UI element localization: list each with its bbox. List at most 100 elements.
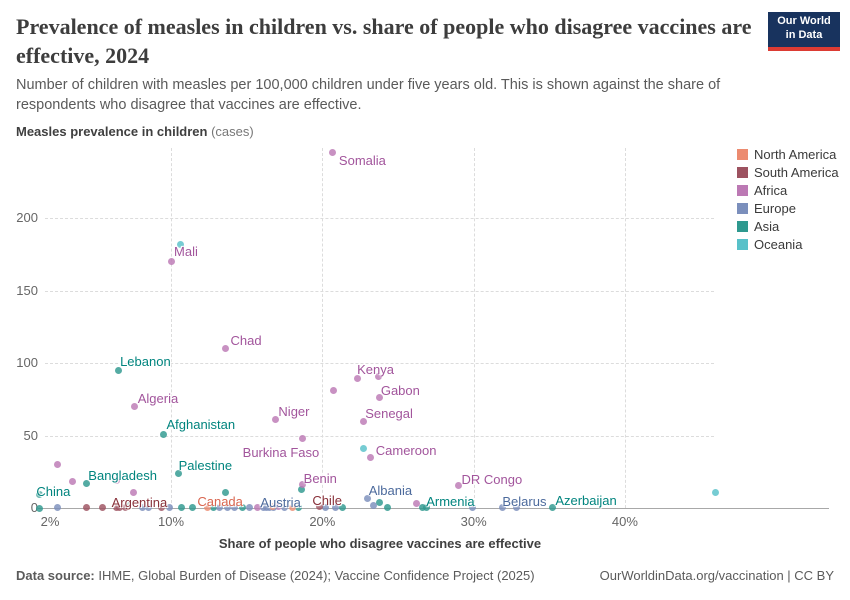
data-point[interactable] (54, 461, 62, 468)
data-point[interactable] (359, 445, 367, 453)
country-label-algeria[interactable]: Algeria (137, 390, 179, 406)
data-point[interactable] (374, 372, 382, 380)
country-label-senegal[interactable]: Senegal (365, 406, 413, 421)
data-point[interactable] (113, 476, 121, 484)
data-point[interactable] (281, 504, 288, 512)
country-label-somalia[interactable]: Somalia (338, 152, 386, 168)
country-label-belarus[interactable]: Belarus (502, 493, 547, 509)
data-point-dr-congo[interactable] (455, 482, 462, 490)
country-label-bangladesh[interactable]: Bangladesh (88, 468, 157, 484)
data-point[interactable] (383, 503, 391, 511)
data-point[interactable] (238, 503, 246, 511)
country-label-benin[interactable]: Benin (303, 470, 337, 486)
data-point[interactable] (423, 504, 431, 512)
legend-item-europe[interactable]: Europe (737, 200, 839, 217)
data-point[interactable] (332, 504, 340, 512)
country-label-canada[interactable]: Canada (197, 494, 243, 510)
data-point-china[interactable] (35, 491, 43, 499)
data-point[interactable] (468, 504, 476, 512)
data-point[interactable] (209, 504, 217, 512)
data-point-azerbaijan[interactable] (548, 503, 556, 511)
data-point[interactable] (82, 504, 90, 512)
data-point-albania[interactable] (364, 494, 372, 502)
data-point[interactable] (253, 503, 261, 511)
data-point-somalia[interactable] (329, 149, 337, 157)
data-point-kenya[interactable] (353, 375, 361, 383)
data-point[interactable] (231, 503, 239, 511)
data-point[interactable] (35, 504, 43, 512)
data-point[interactable] (99, 504, 107, 512)
legend-item-asia[interactable]: Asia (737, 218, 839, 235)
data-point[interactable] (122, 504, 130, 512)
data-point[interactable] (188, 504, 196, 512)
data-point[interactable] (412, 500, 420, 508)
data-point-bangladesh[interactable] (82, 479, 90, 487)
data-point-benin[interactable] (299, 481, 307, 489)
country-label-china[interactable]: China (36, 483, 71, 499)
data-point-afghanistan[interactable] (159, 430, 167, 438)
country-label-kenya[interactable]: Kenya (357, 361, 394, 377)
data-point-argentina[interactable] (116, 503, 124, 511)
country-label-mali[interactable]: Mali (174, 243, 198, 259)
data-point-belarus[interactable] (498, 504, 506, 512)
data-point[interactable] (158, 504, 166, 512)
owid-logo[interactable]: Our World in Data (768, 12, 840, 51)
data-point[interactable] (288, 504, 296, 512)
data-point-chile[interactable] (315, 503, 323, 511)
data-point-lebanon[interactable] (114, 366, 122, 374)
data-point[interactable] (268, 503, 276, 511)
data-point[interactable] (178, 504, 186, 512)
data-point[interactable] (294, 504, 302, 512)
data-point[interactable] (330, 387, 338, 395)
data-point[interactable] (376, 499, 384, 507)
owid-citation-link[interactable]: OurWorldinData.org/vaccination | CC BY (599, 568, 834, 583)
data-point-niger[interactable] (271, 416, 279, 424)
data-point[interactable] (166, 504, 174, 512)
country-label-albania[interactable]: Albania (368, 483, 413, 499)
country-label-chile[interactable]: Chile (312, 492, 342, 508)
data-point-armenia[interactable] (418, 503, 426, 511)
data-point[interactable] (144, 504, 152, 512)
country-label-gabon[interactable]: Gabon (380, 382, 420, 398)
data-point[interactable] (512, 504, 520, 512)
data-point[interactable] (176, 240, 184, 248)
legend-item-south-america[interactable]: South America (737, 164, 839, 181)
country-label-austria[interactable]: Austria (260, 494, 301, 510)
country-label-chad[interactable]: Chad (230, 332, 262, 348)
data-point-algeria[interactable] (131, 403, 139, 410)
data-point-gabon[interactable] (376, 394, 384, 402)
data-point[interactable] (215, 504, 223, 512)
data-point[interactable] (54, 504, 62, 512)
country-label-azerbaijan[interactable]: Azerbaijan (555, 493, 617, 509)
data-point-palestine[interactable] (175, 469, 183, 477)
data-point[interactable] (712, 488, 720, 496)
data-point-chad[interactable] (222, 345, 229, 352)
data-point-austria[interactable] (262, 504, 270, 512)
country-label-niger[interactable]: Niger (278, 403, 310, 419)
data-point[interactable] (223, 504, 231, 512)
legend-item-oceania[interactable]: Oceania (737, 236, 839, 253)
legend-item-north-america[interactable]: North America (737, 146, 839, 163)
country-label-burkina-faso[interactable]: Burkina Faso (242, 445, 320, 461)
data-point-senegal[interactable] (359, 417, 367, 425)
data-point[interactable] (274, 503, 282, 511)
country-label-argentina[interactable]: Argentina (111, 495, 168, 511)
data-point[interactable] (138, 503, 146, 511)
country-label-armenia[interactable]: Armenia (426, 494, 475, 510)
legend-item-africa[interactable]: Africa (737, 182, 839, 199)
data-point[interactable] (69, 477, 77, 485)
data-point-cameroon[interactable] (367, 453, 375, 461)
data-point[interactable] (129, 489, 137, 497)
data-point-mali[interactable] (167, 258, 175, 265)
data-point[interactable] (222, 488, 229, 496)
data-point-burkina-faso[interactable] (299, 434, 307, 442)
data-point[interactable] (338, 504, 346, 512)
country-label-afghanistan[interactable]: Afghanistan (166, 417, 236, 433)
data-point[interactable] (321, 504, 329, 512)
country-label-cameroon[interactable]: Cameroon (375, 443, 437, 459)
data-point[interactable] (297, 485, 305, 493)
data-point-canada[interactable] (203, 503, 211, 511)
data-point[interactable] (246, 504, 254, 512)
country-label-dr-congo[interactable]: DR Congo (461, 471, 523, 487)
data-point[interactable] (370, 501, 378, 509)
